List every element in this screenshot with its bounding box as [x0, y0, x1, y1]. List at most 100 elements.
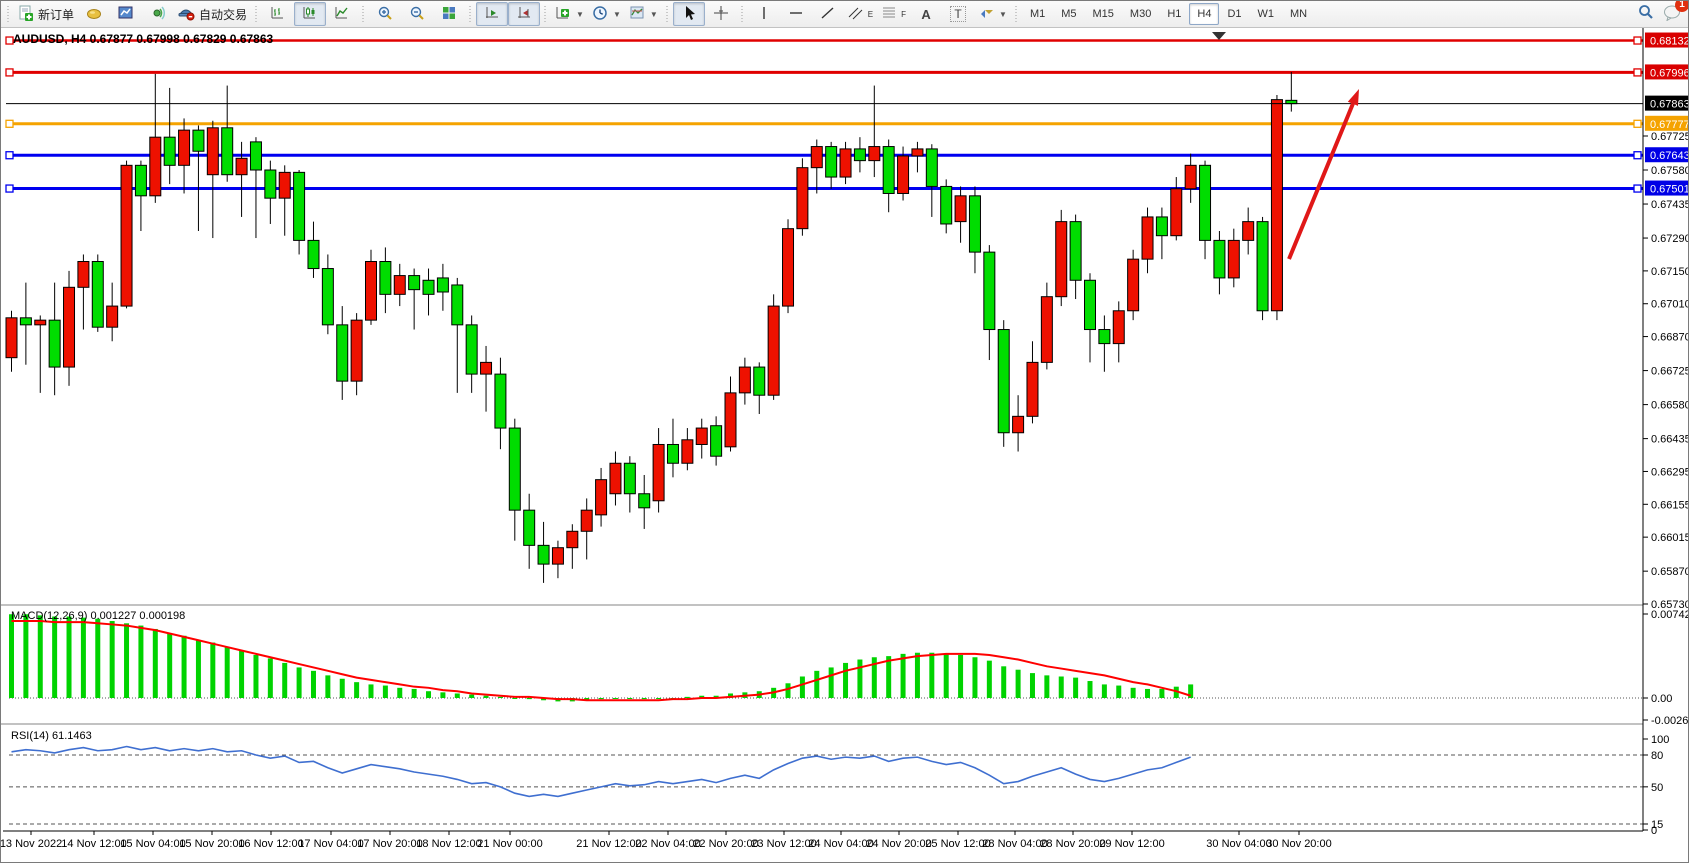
candle-0: [5, 317, 18, 359]
candle-40: [580, 509, 593, 532]
trend-arrow-head[interactable]: [1347, 89, 1359, 106]
macd-bar: [1058, 676, 1064, 698]
timeframe-W1[interactable]: W1: [1257, 8, 1275, 20]
macd-bar: [958, 654, 964, 698]
zoom-in-button[interactable]: [369, 2, 401, 26]
candle-10: [149, 136, 162, 197]
text-label-button[interactable]: T: [942, 2, 974, 26]
macd-bar: [1073, 677, 1079, 698]
macd-bar: [253, 654, 259, 698]
timeframe-MN[interactable]: MN: [1290, 8, 1308, 20]
indicators-icon: [555, 5, 571, 24]
macd-bar: [224, 647, 230, 698]
timeframe-D1[interactable]: D1: [1227, 8, 1242, 20]
macd-bar: [80, 617, 86, 698]
line-handle[interactable]: [5, 119, 14, 128]
price-tick-label: 0.67435: [1651, 199, 1689, 211]
arrows-button[interactable]: ▼: [974, 2, 1011, 26]
zoom-out-button[interactable]: [401, 2, 433, 26]
chart-shift-button[interactable]: [508, 2, 541, 26]
price-tick-label: 0.66155: [1651, 499, 1689, 511]
line-handle[interactable]: [5, 36, 14, 45]
tile-windows-button[interactable]: [433, 2, 465, 26]
candlestick-chart-button[interactable]: [294, 2, 327, 26]
time-tick-label: 17 Nov 20:00: [357, 838, 422, 850]
horizontal-line-button[interactable]: [780, 2, 812, 26]
templates-button[interactable]: ▼: [625, 2, 662, 26]
macd-bar: [138, 625, 144, 698]
timeframe-M15[interactable]: M15: [1092, 8, 1114, 20]
trendline-icon: [820, 5, 836, 24]
candle-59: [853, 148, 866, 162]
notifications-button[interactable]: 1: [1663, 1, 1688, 26]
price-badge-0.67863: [1645, 95, 1688, 111]
macd-bar: [339, 678, 345, 698]
line-handle[interactable]: [1633, 184, 1642, 193]
line-handle[interactable]: [5, 151, 14, 160]
candlestick-icon: [302, 5, 318, 24]
charts-window-icon-button[interactable]: [110, 2, 142, 26]
indicators-button[interactable]: ▼: [551, 2, 588, 26]
text-button[interactable]: A: [910, 2, 942, 26]
line-handle[interactable]: [1633, 151, 1642, 160]
line-handle[interactable]: [1633, 119, 1642, 128]
candle-54: [782, 228, 795, 307]
chart-title: AUDUSD, H4 0.67877 0.67998 0.67829 0.678…: [13, 32, 274, 46]
search-icon[interactable]: [1637, 3, 1655, 26]
periods-button[interactable]: ▼: [588, 2, 625, 26]
toolbar-grip: [738, 4, 746, 24]
chart-canvas[interactable]: 0.67725 0.67580 0.67435 0.67290 0.67150 0.670…: [1, 28, 1689, 863]
shift-marker[interactable]: [1212, 32, 1226, 40]
macd-bar: [52, 616, 58, 698]
bar-chart-button[interactable]: [262, 2, 294, 26]
chart-area[interactable]: 0.67725 0.67580 0.67435 0.67290 0.67150 0.670…: [1, 28, 1689, 863]
candle-35: [508, 427, 521, 511]
macd-bar: [95, 618, 101, 698]
macd-label: MACD(12,26,9) 0.001227 0.000198: [11, 610, 185, 622]
equidistant-channel-button[interactable]: E: [844, 2, 877, 26]
candle-82: [1184, 164, 1197, 190]
text-tool-glyph: A: [921, 6, 931, 22]
vertical-line-button[interactable]: [748, 2, 780, 26]
macd-bar: [9, 614, 14, 698]
autotrade-button[interactable]: 自动交易: [174, 2, 251, 26]
timeframe-H4[interactable]: H4: [1189, 3, 1220, 25]
timeframe-M30[interactable]: M30: [1129, 8, 1152, 20]
fibonacci-button[interactable]: F: [877, 2, 910, 26]
line-handle[interactable]: [5, 184, 14, 193]
crosshair-button[interactable]: [705, 2, 737, 26]
new-order-button[interactable]: 新订单: [14, 2, 78, 26]
price-badge-label: 0.67863: [1650, 99, 1689, 111]
toolbar-grip: [360, 4, 368, 24]
trend-arrow-line[interactable]: [1287, 103, 1355, 260]
time-tick-label: 18 Nov 12:00: [416, 838, 481, 850]
autoscroll-button[interactable]: [476, 2, 509, 26]
candle-44: [638, 493, 651, 509]
line-handle[interactable]: [5, 68, 14, 77]
candle-20: [293, 171, 306, 241]
signal-icon-button[interactable]: [142, 2, 174, 26]
timeframe-M5[interactable]: M5: [1061, 8, 1077, 20]
line-handle[interactable]: [1633, 36, 1642, 45]
candle-8: [120, 164, 133, 307]
macd-bar: [1015, 669, 1021, 698]
candle-25: [365, 261, 377, 321]
line-chart-icon: [334, 5, 350, 24]
toolbar-grip: [1012, 4, 1020, 24]
timeframe-M1[interactable]: M1: [1029, 8, 1046, 20]
macd-bar: [584, 698, 590, 701]
timeframe-H1[interactable]: H1: [1167, 8, 1182, 20]
line-handle[interactable]: [1633, 68, 1642, 77]
macd-bar: [914, 652, 920, 698]
trendline-button[interactable]: [812, 2, 844, 26]
toolbar: 新订单 自动交易: [1, 1, 1688, 28]
line-chart-button[interactable]: [326, 2, 358, 26]
time-tick-label: 22 Nov 04:00: [635, 838, 700, 850]
macd-bar: [440, 692, 446, 698]
time-tick-label: 22 Nov 20:00: [693, 838, 758, 850]
chart-window-icon: [118, 5, 134, 24]
macd-bar: [541, 698, 547, 701]
market-depth-button[interactable]: [78, 2, 110, 26]
macd-bar: [785, 683, 791, 698]
cursor-button[interactable]: [672, 2, 705, 26]
